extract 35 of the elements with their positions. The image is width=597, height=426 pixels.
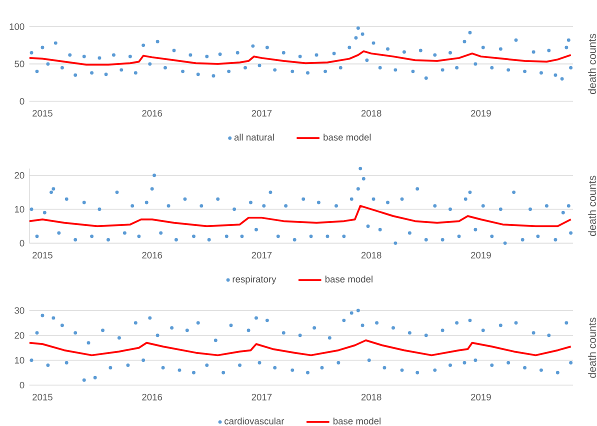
x-tick-label: 2016 [142, 394, 162, 400]
x-tick-label: 2019 [471, 394, 491, 400]
y-tick-label: 20 [14, 172, 24, 178]
legend-label: base model [324, 134, 371, 140]
y-tick-label: 0 [20, 382, 24, 388]
y-axis-title: death counts [588, 34, 596, 94]
y-axis-title: death counts [588, 317, 596, 378]
x-tick-label: 2016 [142, 110, 162, 116]
x-tick-label: 2017 [252, 252, 272, 258]
x-tick-label: 2019 [471, 252, 491, 258]
y-tick-label: 100 [10, 23, 24, 30]
y-tick-label: 10 [14, 206, 24, 212]
x-tick-label: 2018 [361, 252, 382, 258]
y-tick-label: 10 [14, 356, 24, 364]
x-tick-label: 2017 [252, 394, 272, 400]
x-tick-label: 2018 [361, 110, 382, 116]
y-tick-label: 0 [20, 240, 24, 246]
legend-label: base model [333, 417, 380, 424]
legend-label: base model [325, 275, 372, 282]
y-tick-label: 50 [14, 60, 24, 68]
x-tick-label: 2016 [142, 252, 162, 258]
y-tick-label: 0 [20, 98, 24, 104]
y-tick-label: 20 [14, 332, 24, 338]
legend-label: cardiovascular [224, 417, 284, 424]
x-tick-label: 2017 [252, 110, 272, 116]
x-tick-label: 2018 [361, 394, 382, 400]
y-axis-title: death counts [588, 176, 596, 236]
x-tick-label: 2015 [32, 110, 52, 116]
legend-label: all natural [234, 134, 274, 140]
line-series [29, 339, 572, 356]
x-tick-label: 2019 [471, 110, 491, 116]
legend-label: respiratory [232, 275, 276, 284]
x-tick-label: 2015 [32, 252, 52, 258]
y-tick-label: 30 [14, 306, 24, 314]
x-tick-label: 2015 [32, 394, 52, 400]
